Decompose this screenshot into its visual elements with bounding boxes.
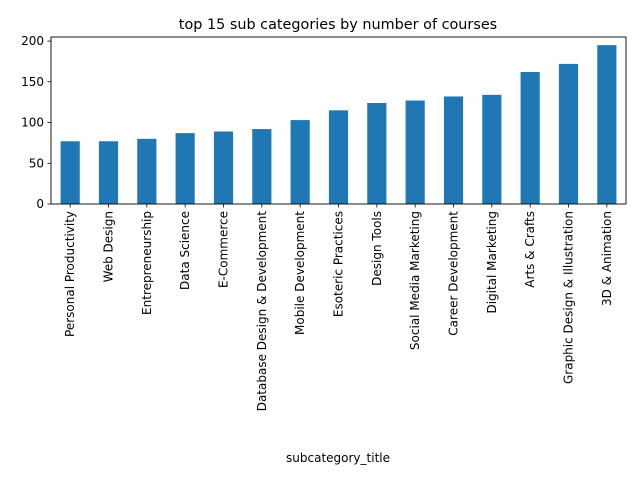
- x-axis: Personal Productivity Web Design Entrepren…: [63, 204, 614, 411]
- y-tick-label-0: 0: [36, 197, 44, 211]
- bar-2: [137, 138, 157, 204]
- x-tick-label-3: Data Science: [178, 211, 192, 290]
- bar-3: [175, 133, 195, 204]
- x-tick-label-7: Esoteric Practices: [332, 211, 346, 317]
- x-tick-label-11: Digital Marketing: [485, 211, 499, 314]
- x-tick-label-12: Arts & Crafts: [523, 211, 537, 288]
- bar-7: [328, 110, 349, 204]
- bar-10: [443, 96, 464, 204]
- x-tick-label-0: Personal Productivity: [63, 211, 77, 337]
- x-tick-label-1: Web Design: [102, 211, 116, 282]
- y-tick-label-2: 100: [21, 116, 44, 130]
- bar-1: [98, 141, 119, 204]
- y-tick-label-3: 150: [21, 75, 44, 89]
- bar-4: [213, 131, 234, 204]
- y-tick-label-1: 50: [29, 156, 44, 170]
- x-axis-label: subcategory_title: [286, 451, 390, 465]
- bar-13: [558, 63, 579, 204]
- x-tick-label-2: Entrepreneurship: [140, 211, 154, 315]
- bar-11: [482, 94, 502, 204]
- bar-9: [405, 100, 425, 204]
- x-tick-label-9: Social Media Marketing: [408, 211, 422, 350]
- x-tick-label-10: Career Development: [447, 211, 461, 336]
- x-tick-label-14: 3D & Animation: [600, 211, 614, 306]
- bar-5: [252, 129, 272, 204]
- bar-0: [60, 141, 80, 204]
- bar-8: [367, 102, 387, 204]
- x-tick-label-5: Database Design & Development: [255, 211, 269, 412]
- x-tick-label-13: Graphic Design & Illustration: [562, 211, 576, 384]
- bar-12: [520, 72, 540, 204]
- bars-group: [60, 45, 617, 204]
- x-tick-label-6: Mobile Development: [293, 211, 307, 335]
- chart-title: top 15 sub categories by number of cours…: [179, 17, 497, 33]
- x-tick-label-8: Design Tools: [370, 211, 384, 286]
- bar-6: [290, 120, 310, 204]
- bar-14: [597, 45, 617, 204]
- y-tick-label-4: 200: [21, 34, 44, 48]
- x-tick-label-4: E-Commerce: [217, 211, 231, 288]
- plot-frame: [50, 36, 627, 205]
- y-axis: 0 50 100 150 200: [21, 34, 51, 211]
